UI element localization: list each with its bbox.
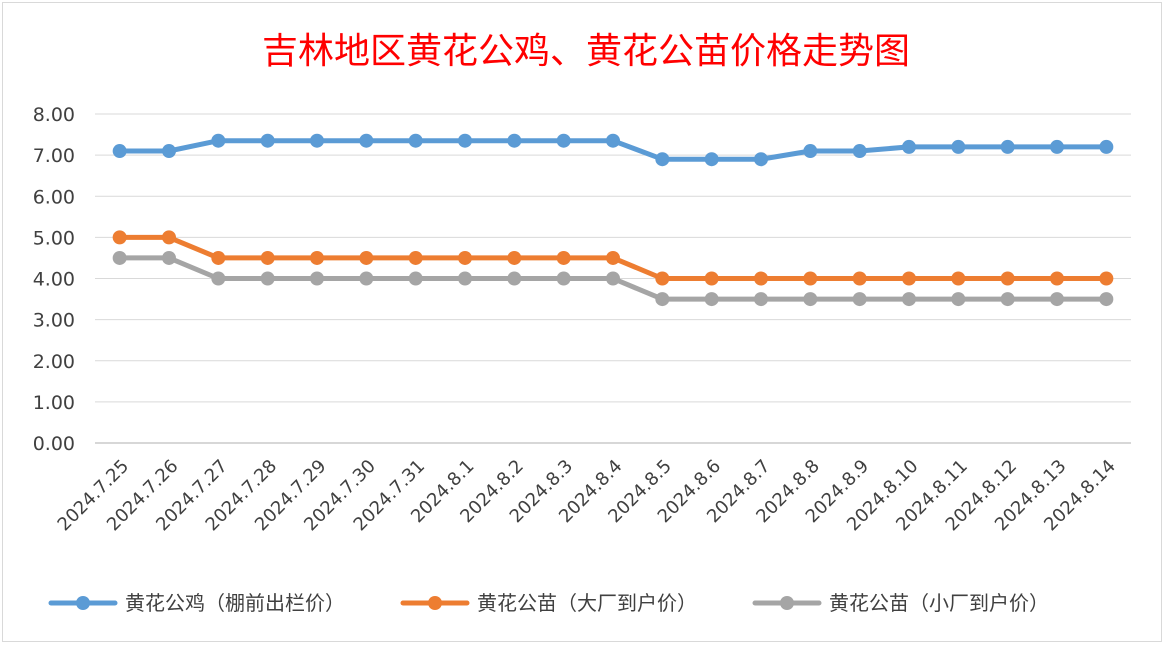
data-point (458, 133, 472, 148)
data-point (556, 271, 571, 286)
data-point (310, 133, 324, 148)
y-tick-label: 0.00 (33, 433, 75, 455)
data-point (260, 271, 275, 286)
data-point (803, 271, 818, 286)
data-point (1099, 139, 1114, 154)
x-axis-tick-labels: 2024.7.252024.7.262024.7.272024.7.282024… (54, 456, 1120, 536)
y-tick-label: 8.00 (33, 104, 75, 126)
legend-label: 黄花公苗（大厂到户价） (477, 591, 697, 615)
legend-marker (76, 596, 90, 610)
data-point (507, 133, 522, 148)
data-point (1050, 271, 1064, 286)
line-chart: 吉林地区黄花公鸡、黄花公苗价格走势图 0.00 1.00 2.00 3.00 4.00 5… (33, 31, 1131, 615)
data-point (1000, 271, 1015, 286)
series-lines (112, 133, 1114, 307)
y-tick-label: 4.00 (33, 269, 75, 291)
data-point (211, 250, 226, 265)
data-point (803, 292, 818, 307)
data-point (902, 292, 916, 307)
data-point (852, 144, 867, 159)
data-point (260, 250, 275, 265)
data-point (655, 152, 670, 167)
y-tick-label: 1.00 (33, 392, 75, 414)
data-point (112, 230, 127, 245)
data-point (606, 250, 620, 265)
legend-label: 黄花公鸡（棚前出栏价） (125, 591, 345, 615)
data-point (951, 139, 966, 154)
series-2 (112, 230, 1114, 286)
data-point (902, 271, 916, 286)
data-point (310, 271, 324, 286)
data-point (458, 271, 472, 286)
data-point (902, 139, 916, 154)
legend-marker (428, 596, 442, 610)
data-point (507, 271, 522, 286)
y-tick-label: 2.00 (33, 351, 75, 373)
data-point (556, 133, 571, 148)
data-point (704, 152, 719, 167)
data-point (852, 271, 867, 286)
legend-entry: 黄花公苗（大厂到户价） (400, 591, 697, 615)
data-point (803, 144, 818, 159)
data-point (1000, 292, 1015, 307)
data-point (754, 152, 768, 167)
legend-label: 黄花公苗（小厂到户价） (829, 591, 1049, 615)
data-point (359, 271, 374, 286)
data-point (1099, 292, 1114, 307)
y-tick-label: 6.00 (33, 186, 75, 208)
chart-title: 吉林地区黄花公鸡、黄花公苗价格走势图 (262, 31, 910, 72)
data-point (1099, 271, 1114, 286)
data-point (408, 271, 423, 286)
data-point (704, 271, 719, 286)
data-point (606, 271, 620, 286)
data-point (359, 133, 374, 148)
data-point (310, 250, 324, 265)
data-point (260, 133, 275, 148)
y-tick-label: 7.00 (33, 145, 75, 167)
data-point (408, 250, 423, 265)
data-point (359, 250, 374, 265)
data-point (112, 250, 127, 265)
series-1 (112, 133, 1114, 167)
data-point (754, 271, 768, 286)
data-point (655, 271, 670, 286)
data-point (162, 144, 176, 159)
data-point (507, 250, 522, 265)
data-point (211, 133, 226, 148)
series-3 (112, 250, 1114, 307)
data-point (162, 230, 176, 245)
data-point (408, 133, 423, 148)
data-point (556, 250, 571, 265)
data-point (162, 250, 176, 265)
data-point (1050, 292, 1064, 307)
legend-entry: 黄花公鸡（棚前出栏价） (48, 591, 345, 615)
data-point (754, 292, 768, 307)
data-point (852, 292, 867, 307)
data-point (112, 144, 127, 159)
y-axis-tick-labels: 0.00 1.00 2.00 3.00 4.00 5.00 6.00 7.00 8.00 (33, 104, 75, 455)
data-point (1050, 139, 1064, 154)
data-point (458, 250, 472, 265)
legend-entry: 黄花公苗（小厂到户价） (752, 591, 1049, 615)
data-point (951, 271, 966, 286)
y-tick-label: 3.00 (33, 310, 75, 332)
data-point (606, 133, 620, 148)
data-point (951, 292, 966, 307)
data-point (655, 292, 670, 307)
legend: 黄花公鸡（棚前出栏价） 黄花公苗（大厂到户价） 黄花公苗（小厂到户价） (48, 591, 1049, 615)
data-point (704, 292, 719, 307)
data-point (1000, 139, 1015, 154)
data-point (211, 271, 226, 286)
y-tick-label: 5.00 (33, 227, 75, 249)
legend-marker (780, 596, 794, 610)
